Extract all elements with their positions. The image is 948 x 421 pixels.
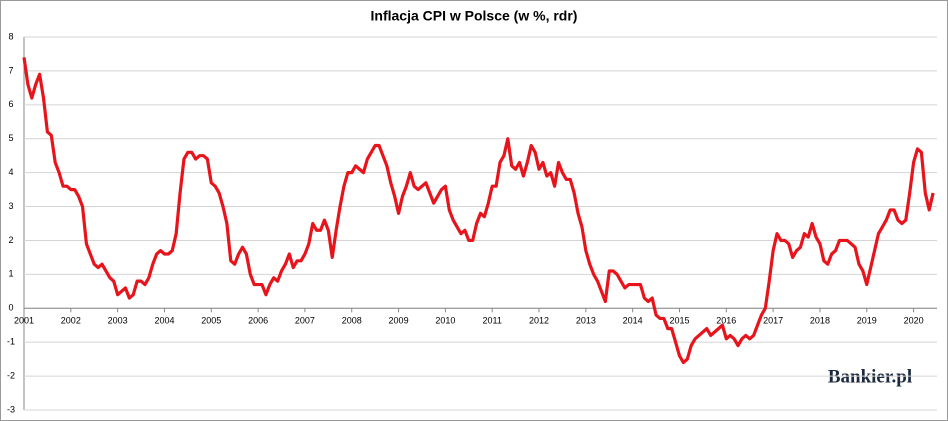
y-tick-label: 4 bbox=[8, 167, 13, 177]
y-tick-label: 2 bbox=[8, 235, 13, 245]
x-tick-label: 2010 bbox=[435, 316, 455, 326]
x-tick-label: 2005 bbox=[201, 316, 221, 326]
x-tick-label: 2007 bbox=[295, 316, 315, 326]
x-tick-label: 2001 bbox=[14, 316, 34, 326]
y-tick-label: 8 bbox=[8, 31, 13, 41]
x-tick-label: 2012 bbox=[529, 316, 549, 326]
watermark: Bankier.pl bbox=[828, 366, 912, 387]
y-tick-label: 0 bbox=[8, 303, 13, 313]
y-tick-label: 7 bbox=[8, 65, 13, 75]
chart-title: Inflacja CPI w Polsce (w %, rdr) bbox=[371, 8, 578, 24]
x-tick-label: 2003 bbox=[108, 316, 128, 326]
x-tick-label: 2006 bbox=[248, 316, 268, 326]
x-tick-label: 2014 bbox=[623, 316, 643, 326]
x-tick-label: 2009 bbox=[389, 316, 409, 326]
x-tick-label: 2020 bbox=[904, 316, 924, 326]
x-tick-label: 2011 bbox=[483, 316, 502, 326]
y-tick-label: -2 bbox=[7, 370, 15, 380]
y-tick-label: 6 bbox=[8, 99, 13, 109]
y-tick-label: -3 bbox=[7, 404, 15, 414]
y-tick-label: -1 bbox=[7, 337, 15, 347]
line-series bbox=[22, 57, 935, 365]
y-tick-label: 3 bbox=[8, 201, 13, 211]
x-tick-label: 2004 bbox=[154, 316, 174, 326]
x-tick-label: 2017 bbox=[763, 316, 783, 326]
y-tick-label: 1 bbox=[8, 269, 13, 279]
x-tick-label: 2013 bbox=[576, 316, 596, 326]
x-tick-label: 2018 bbox=[810, 316, 830, 326]
y-tick-label: 5 bbox=[8, 133, 13, 143]
x-tick-label: 2015 bbox=[669, 316, 689, 326]
x-tick-label: 2008 bbox=[342, 316, 362, 326]
x-tick-label: 2019 bbox=[857, 316, 877, 326]
x-tick-label: 2016 bbox=[716, 316, 736, 326]
x-tick-label: 2002 bbox=[61, 316, 81, 326]
